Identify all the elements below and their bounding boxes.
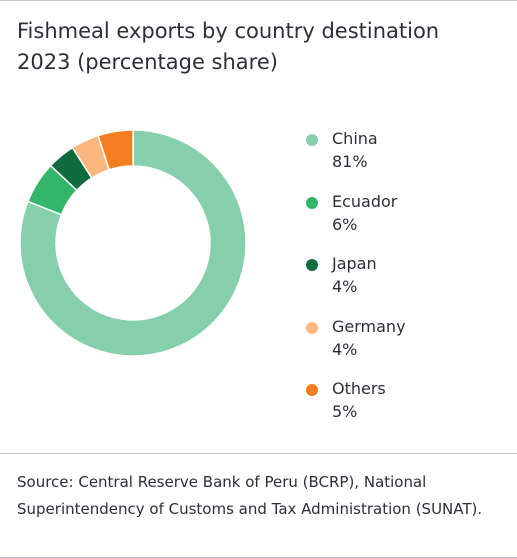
legend-value-others: 5% <box>332 402 358 421</box>
legend-label-ecuador: Ecuador <box>332 191 398 211</box>
legend-swatch-ecuador <box>306 196 318 209</box>
legend-label-others: Others <box>332 379 386 398</box>
legend-label-germany: Germany <box>332 316 406 336</box>
donut-chart <box>19 129 247 357</box>
legend-label-china: China <box>332 129 378 148</box>
legend-value-germany: 4% <box>332 339 358 359</box>
source-divider <box>0 453 517 454</box>
legend-swatch-others <box>306 384 318 396</box>
donut-slice-china <box>19 129 247 357</box>
source-note: Source: Central Reserve Bank of Peru (BC… <box>17 473 483 518</box>
legend-label-japan: Japan <box>332 254 377 273</box>
legend-swatch-japan <box>306 259 318 271</box>
legend-value-japan: 4% <box>332 277 358 296</box>
legend-value-ecuador: 6% <box>332 214 358 234</box>
donut-slice-others <box>97 129 134 171</box>
chart-title: Fishmeal exports by country destination … <box>17 19 440 74</box>
legend-value-china: 81% <box>332 152 368 171</box>
top-divider <box>0 0 517 1</box>
legend-swatch-china <box>306 134 318 146</box>
legend-swatch-germany <box>306 321 318 334</box>
